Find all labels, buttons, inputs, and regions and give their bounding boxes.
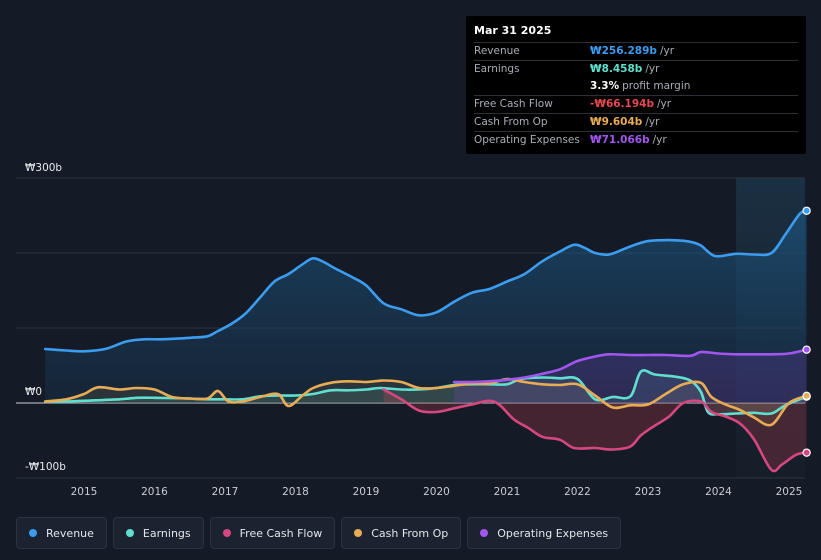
- tooltip-value: 3.3%: [590, 80, 620, 92]
- legend-label: Earnings: [142, 526, 191, 540]
- tooltip-value: ₩8.458b: [590, 63, 643, 75]
- legend-item-operating-expenses[interactable]: Operating Expenses: [467, 517, 622, 549]
- x-tick-label: 2015: [71, 486, 98, 498]
- tooltip-row-fcf: Free Cash Flow -₩66.194b /yr: [474, 95, 798, 113]
- y-tick-label: ₩0: [25, 386, 42, 398]
- end-point-revenue: [802, 206, 811, 215]
- tooltip-date: Mar 31 2025: [474, 24, 552, 37]
- dot-icon: [222, 529, 231, 537]
- tooltip-row-opex: Operating Expenses ₩71.066b /yr: [474, 131, 798, 149]
- tooltip-unit: /yr: [659, 45, 675, 57]
- dot-icon: [480, 529, 489, 537]
- tooltip-unit: /yr: [645, 116, 660, 128]
- dot-icon: [354, 529, 363, 537]
- area-operating-expenses: [454, 349, 807, 403]
- legend-label: Revenue: [46, 526, 94, 540]
- tooltip-unit: profit margin: [622, 80, 691, 92]
- line-revenue: [43, 209, 808, 353]
- dot-icon: [29, 529, 37, 537]
- legend-item-revenue[interactable]: Revenue: [16, 517, 107, 549]
- tooltip-value: ₩256.289b: [590, 45, 657, 57]
- legend-label: Operating Expenses: [497, 526, 609, 540]
- tooltip-value: ₩9.604b: [590, 116, 643, 128]
- x-tick-label: 2022: [564, 486, 591, 498]
- line-operating-expenses: [452, 348, 808, 384]
- tooltip-unit: /yr: [656, 98, 672, 110]
- legend-label: Cash From Op: [371, 526, 449, 540]
- tooltip-value: -₩66.194b: [590, 98, 654, 110]
- dot-icon: [125, 529, 134, 537]
- end-point-operating-expenses: [802, 345, 811, 354]
- tooltip-row-revenue: Revenue ₩256.289b /yr: [474, 42, 798, 60]
- legend-item-earnings[interactable]: Earnings: [112, 517, 204, 549]
- y-tick-label: ₩300b: [25, 162, 62, 174]
- end-point-free-cash-flow: [802, 448, 811, 457]
- tooltip-label: Free Cash Flow: [474, 98, 553, 110]
- tooltip-panel: Mar 31 2025 Revenue ₩256.289b /yr Earnin…: [466, 16, 806, 154]
- x-tick-label: 2025: [776, 486, 803, 498]
- tooltip-label: Revenue: [474, 45, 520, 57]
- tooltip-label: Cash From Op: [474, 116, 548, 128]
- x-tick-label: 2018: [282, 486, 309, 498]
- tooltip-unit: /yr: [645, 63, 660, 75]
- tooltip-value: ₩71.066b: [590, 134, 650, 146]
- line-free-cash-flow: [382, 388, 808, 473]
- x-tick-label: 2024: [705, 486, 732, 498]
- legend-label: Free Cash Flow: [239, 526, 323, 540]
- legend: Revenue Earnings Free Cash Flow Cash Fro…: [16, 517, 622, 549]
- tooltip-row-margin: 3.3% profit margin: [474, 78, 798, 95]
- area-earnings: [45, 370, 807, 415]
- tooltip-label: [474, 78, 590, 95]
- legend-item-free-cash-flow[interactable]: Free Cash Flow: [209, 517, 336, 549]
- line-cash-from-op: [43, 377, 808, 427]
- tooltip-row-cfo: Cash From Op ₩9.604b /yr: [474, 113, 798, 131]
- x-tick-label: 2017: [212, 486, 239, 498]
- x-tick-label: 2020: [423, 486, 450, 498]
- tooltip-row-earnings: Earnings ₩8.458b /yr: [474, 60, 798, 78]
- x-tick-label: 2016: [141, 486, 168, 498]
- area-cash-from-op: [45, 378, 807, 426]
- end-point-cash-from-op: [802, 391, 811, 400]
- tooltip-label: Operating Expenses: [474, 134, 580, 146]
- y-tick-label: -₩100b: [25, 461, 66, 473]
- tooltip-unit: /yr: [652, 134, 667, 146]
- area-free-cash-flow: [383, 389, 807, 472]
- legend-item-cash-from-op[interactable]: Cash From Op: [341, 517, 462, 549]
- x-tick-label: 2021: [494, 486, 521, 498]
- x-tick-label: 2023: [635, 486, 662, 498]
- tooltip-label: Earnings: [474, 63, 520, 75]
- x-tick-label: 2019: [353, 486, 380, 498]
